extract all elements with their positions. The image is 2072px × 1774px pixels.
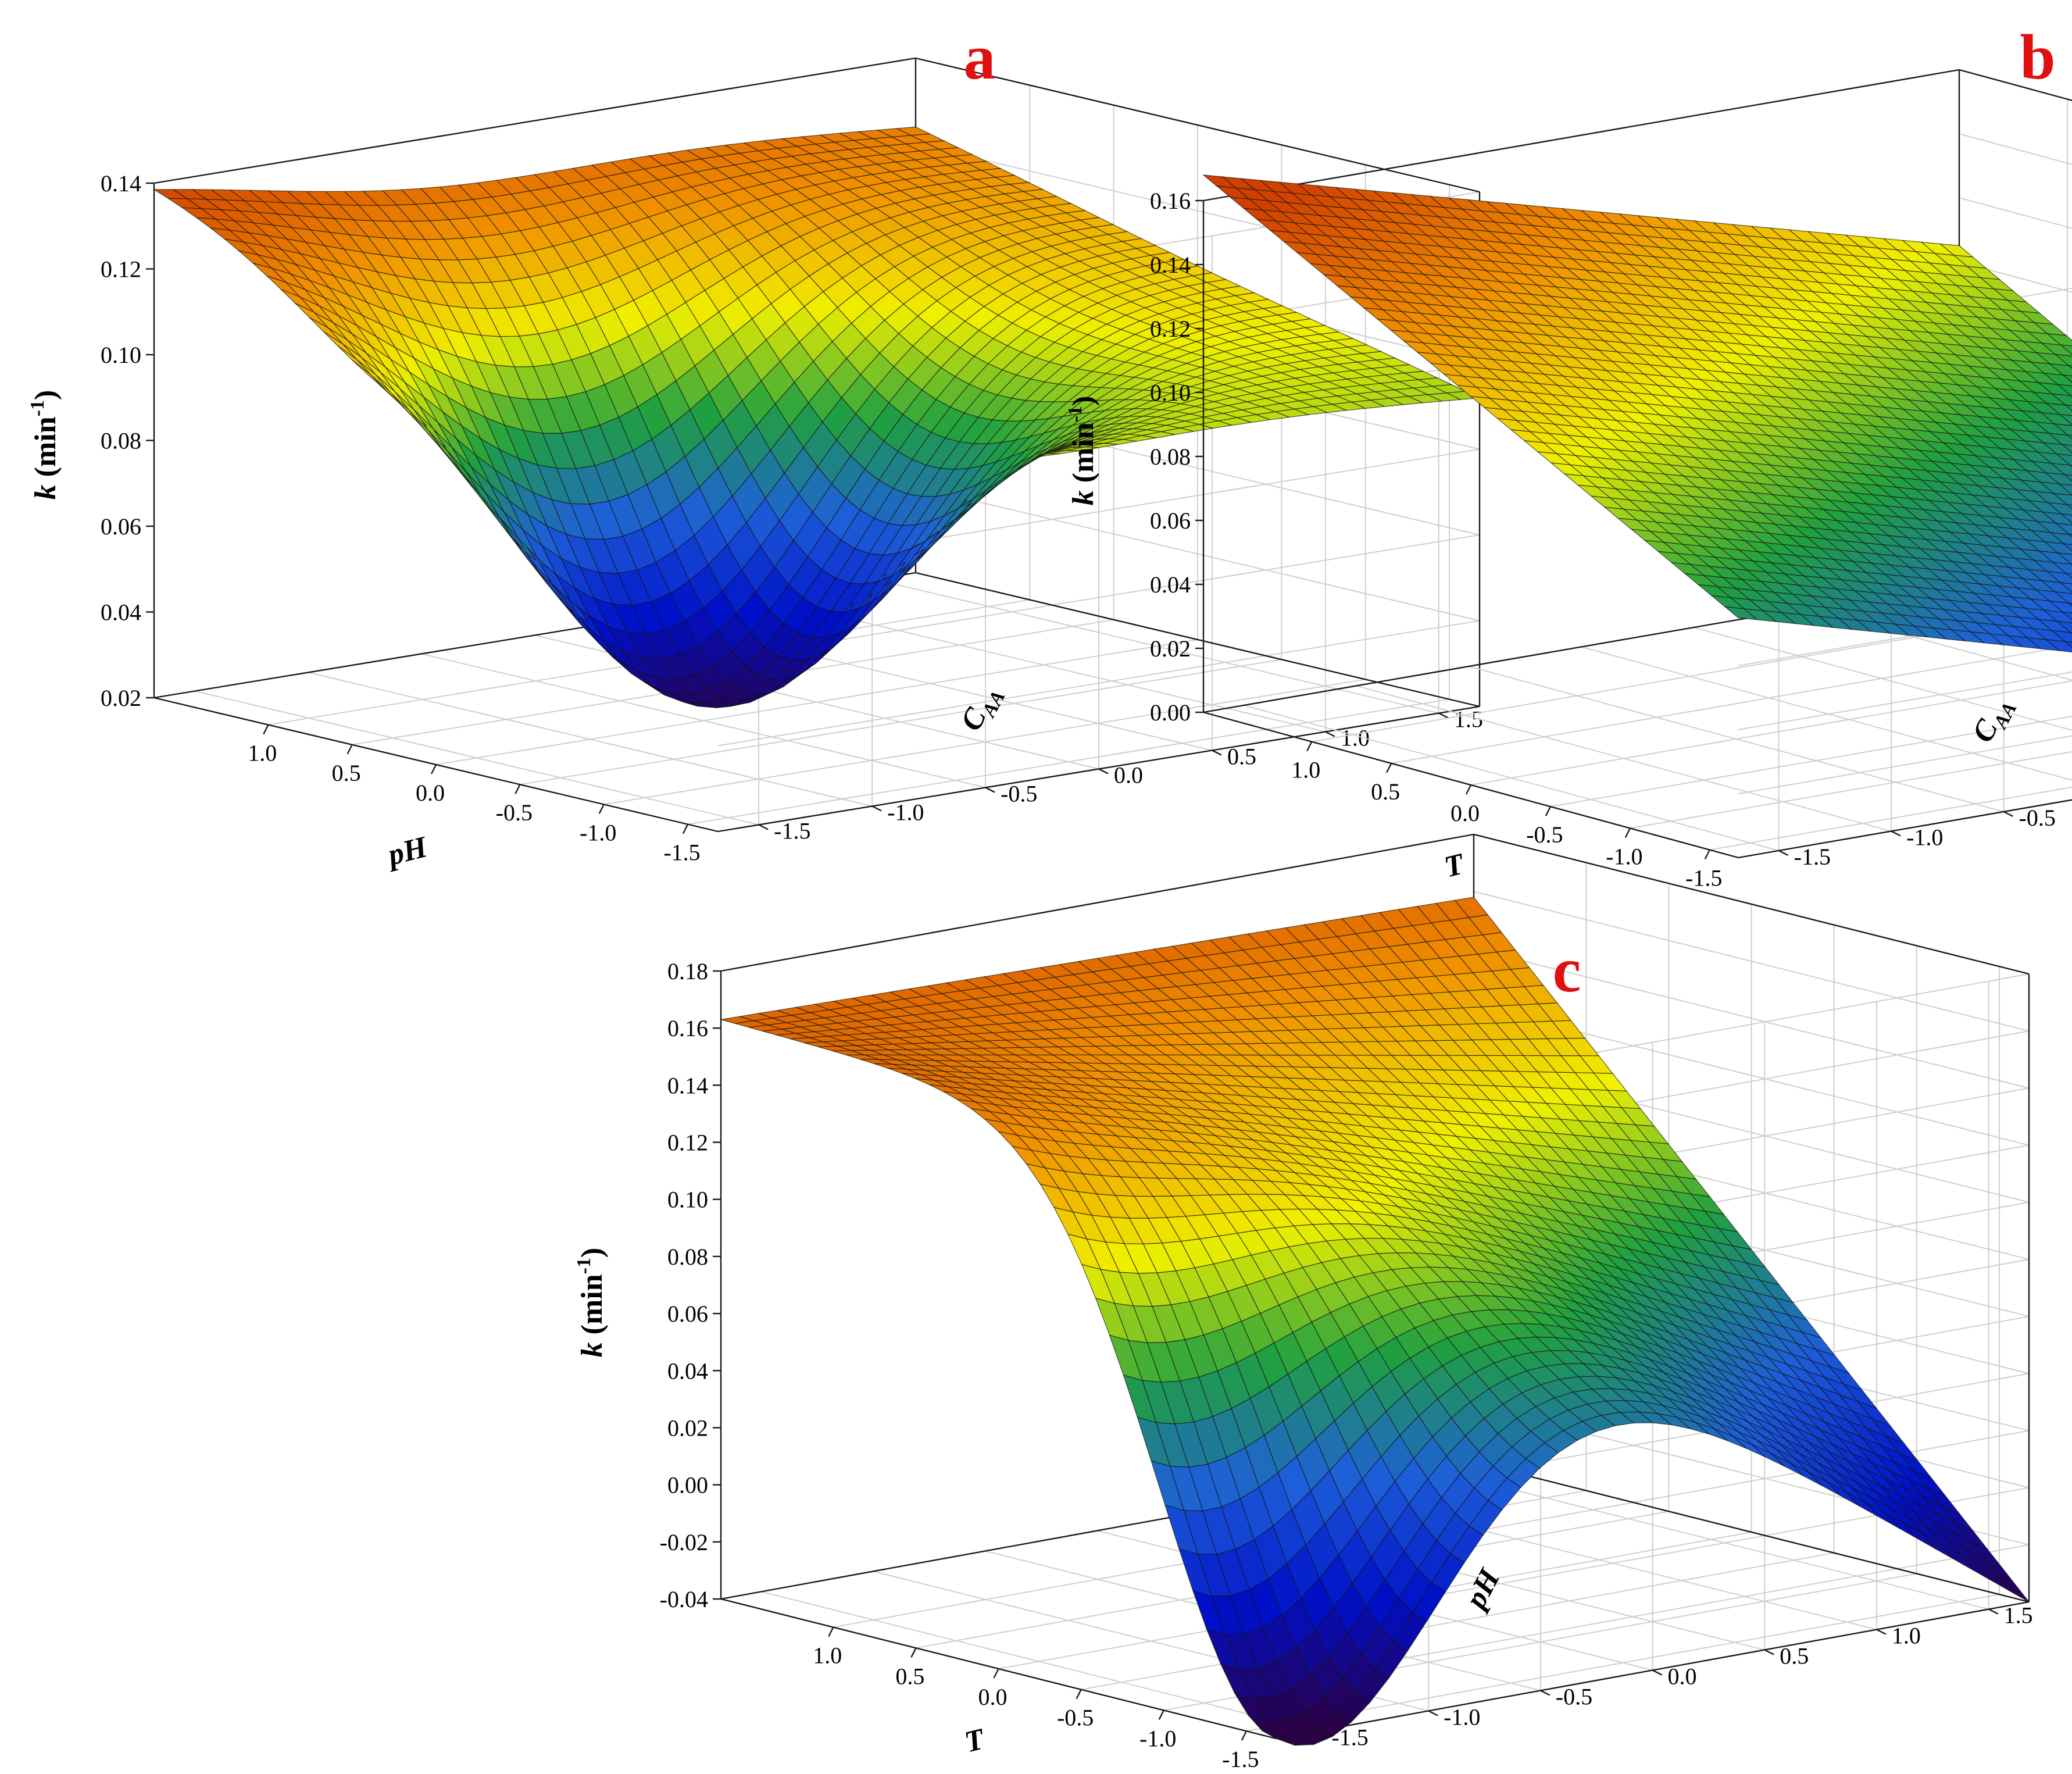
z-tick-label: 0.06 <box>101 513 141 540</box>
y-tick-label: -1.5 <box>774 818 810 844</box>
z-tick-label: 0.00 <box>1150 699 1191 726</box>
z-tick-label: 0.08 <box>667 1244 708 1270</box>
panel-letter: b <box>2020 22 2055 92</box>
y-tick-label: -0.5 <box>2019 805 2056 831</box>
panel-b: 0.00 0.02 0.04 0.06 0.08 0.10 0.12 0.14 0.16 1.0 0… <box>1064 22 2072 891</box>
y-axis-title: CAA <box>1966 691 2021 750</box>
panel-letter: a <box>964 22 996 92</box>
z-tick-label: 0.08 <box>101 428 141 454</box>
z-tick-label: 0.06 <box>1150 508 1191 534</box>
x-tick-label: -1.0 <box>1139 1725 1176 1751</box>
x-tick-label: -1.0 <box>580 819 616 845</box>
x-tick-label: -1.5 <box>1222 1746 1259 1772</box>
y-tick-label: 0.5 <box>1227 744 1256 770</box>
z-tick-label: 0.12 <box>101 256 141 283</box>
y-tick-label: -0.5 <box>1001 780 1037 806</box>
x-tick-label: -0.5 <box>496 799 533 826</box>
x-tick-label: -0.5 <box>1057 1705 1094 1731</box>
x-tick-label: 0.0 <box>1451 800 1480 826</box>
z-tick-label: -0.02 <box>660 1529 708 1555</box>
z-tick-label: 0.14 <box>1150 252 1191 278</box>
z-tick-label: 0.04 <box>667 1358 708 1384</box>
z-tick-label: 0.12 <box>1150 316 1191 342</box>
z-axis-title: k (min-1) <box>573 1248 609 1358</box>
z-tick-label: 0.02 <box>1150 636 1191 662</box>
z-axis-title: k (min-1) <box>27 390 62 500</box>
surface-mesh <box>1202 174 2072 652</box>
x-tick-label: 0.0 <box>978 1684 1008 1710</box>
panel-a: 0.02 0.04 0.06 0.08 0.10 0.12 0.14 1.0 0.5 0.0 -0.… <box>27 22 1483 873</box>
surface-cell <box>152 189 189 199</box>
y-axis-title: CAA <box>954 680 1009 738</box>
z-tick-label: 0.02 <box>667 1415 708 1441</box>
z-tick-label: 0.16 <box>667 1015 708 1041</box>
z-tick-label: 0.10 <box>667 1187 708 1213</box>
y-tick-label: 1.5 <box>2004 1602 2033 1629</box>
x-axis-title: T <box>1441 847 1469 884</box>
x-axis-title: T <box>962 1722 989 1759</box>
x-tick-label: -1.0 <box>1606 843 1642 869</box>
y-tick-label: 0.5 <box>1780 1643 1809 1669</box>
z-tick-label: 0.10 <box>1150 380 1191 406</box>
x-tick-label: 0.5 <box>1371 779 1400 805</box>
z-tick-label: 0.04 <box>1150 572 1191 598</box>
x-tick-label: 0.5 <box>332 760 361 786</box>
z-tick-label: 0.00 <box>667 1472 708 1498</box>
y-tick-label: -1.0 <box>887 799 924 825</box>
z-tick-label: 0.08 <box>1150 444 1191 470</box>
z-tick-label: 0.14 <box>667 1072 708 1098</box>
x-tick-label: 0.5 <box>895 1663 924 1689</box>
panel-c: -0.04 -0.02 0.00 0.02 0.04 0.06 0.08 0.10 0.12 0.… <box>573 833 2033 1772</box>
z-tick-label: -0.04 <box>660 1586 708 1612</box>
y-tick-label: -0.5 <box>1556 1683 1592 1709</box>
y-tick-label: 1.0 <box>1892 1623 1921 1649</box>
x-tick-label: 1.0 <box>1291 757 1320 783</box>
y-axis-title: pH <box>1458 1563 1507 1615</box>
y-tick-label: -1.5 <box>1794 844 1831 870</box>
z-tick-label: 0.06 <box>667 1301 708 1327</box>
y-tick-label: -1.5 <box>1331 1724 1368 1750</box>
panel-letter: c <box>1553 934 1581 1005</box>
z-tick-label: 0.16 <box>1150 188 1191 214</box>
z-tick-label: 0.12 <box>667 1130 708 1156</box>
z-tick-label: 0.04 <box>101 599 141 626</box>
x-tick-label: 1.0 <box>248 740 277 766</box>
x-tick-label: -1.5 <box>1685 865 1722 891</box>
x-tick-label: -1.5 <box>663 840 700 866</box>
y-tick-label: 0.0 <box>1114 762 1143 788</box>
z-tick-label: 0.02 <box>101 685 141 711</box>
x-tick-label: 1.0 <box>813 1643 842 1669</box>
x-tick-label: -0.5 <box>1526 822 1563 848</box>
y-tick-label: 0.0 <box>1668 1664 1697 1690</box>
z-tick-label: 0.10 <box>101 342 141 368</box>
x-axis-title: pH <box>383 830 431 873</box>
x-tick-label: 0.0 <box>416 780 445 806</box>
z-tick-label: 0.14 <box>101 170 141 197</box>
z-tick-label: 0.18 <box>667 958 708 984</box>
surface-mesh <box>152 126 1481 708</box>
y-tick-label: -1.0 <box>1906 824 1943 850</box>
y-tick-label: -1.0 <box>1444 1704 1480 1730</box>
